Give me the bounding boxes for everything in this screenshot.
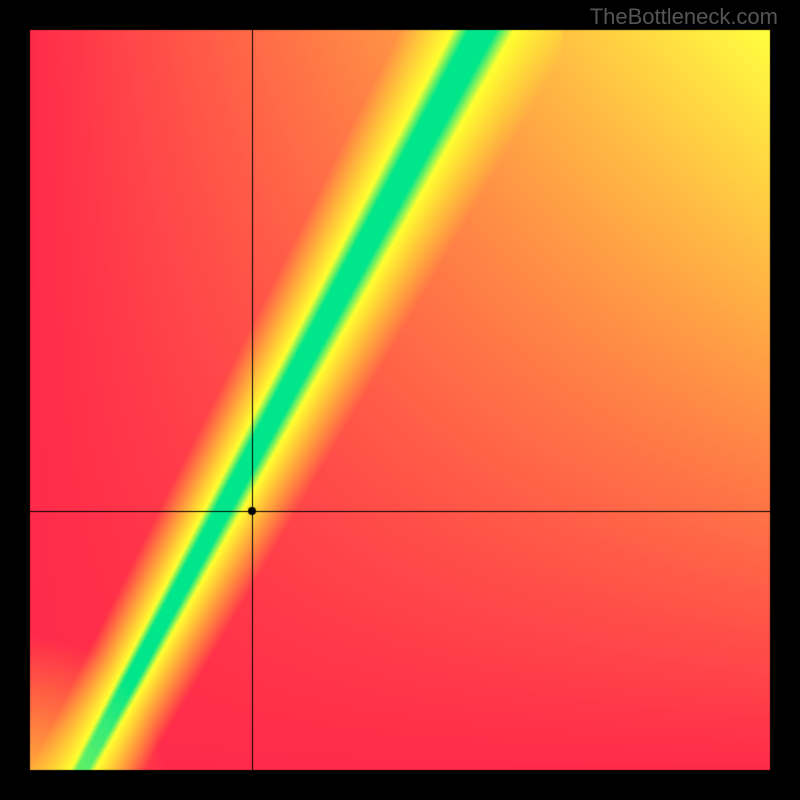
bottleneck-heatmap	[0, 0, 800, 800]
watermark-text: TheBottleneck.com	[590, 4, 778, 30]
